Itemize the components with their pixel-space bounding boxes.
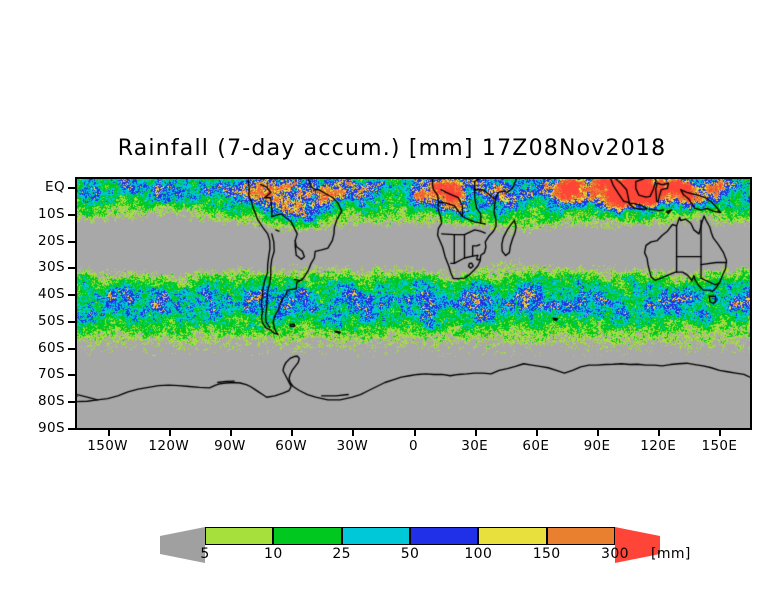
colorbar-swatch	[205, 527, 274, 545]
colorbar-tick-label: 10	[264, 546, 283, 562]
x-axis-label: 60E	[522, 438, 550, 454]
x-axis-tick	[352, 429, 355, 436]
y-axis-label: 20S	[38, 232, 65, 249]
colorbar-swatch	[273, 527, 342, 545]
colorbar-tick-label: 300	[601, 546, 629, 562]
colorbar-arrow-low	[160, 527, 205, 563]
colorbar-arrow-high	[615, 527, 660, 563]
y-axis-tick	[68, 374, 75, 377]
x-axis-label: 150E	[701, 438, 738, 454]
colorbar-swatch	[478, 527, 547, 545]
y-axis-tick	[68, 320, 75, 323]
colorbar-tick-label: 50	[400, 546, 420, 562]
y-axis-label: 80S	[38, 393, 65, 410]
colorbar-unit-label: [mm]	[651, 546, 691, 562]
colorbar-swatch	[410, 527, 479, 545]
x-axis-label: 30E	[461, 438, 489, 454]
y-axis-label: EQ	[45, 179, 65, 196]
x-axis-label: 150W	[87, 438, 128, 454]
y-axis-tick	[68, 294, 75, 297]
page-title: Rainfall (7-day accum.) [mm] 17Z08Nov201…	[117, 136, 667, 161]
y-axis-tick	[68, 428, 75, 430]
x-axis-label: 0	[409, 438, 418, 454]
x-axis-label: 60W	[275, 438, 307, 454]
y-axis-tick	[68, 213, 75, 216]
x-axis-label: 120W	[148, 438, 190, 454]
colorbar-swatch	[546, 527, 615, 545]
y-axis-label: 60S	[38, 339, 65, 356]
y-axis-tick	[68, 187, 75, 190]
y-axis-label: 10S	[38, 205, 65, 222]
y-axis-tick	[68, 267, 75, 270]
colorbar-tick-label: 5	[200, 546, 210, 562]
x-axis-label: 90W	[214, 438, 246, 454]
map-plot-area[interactable]	[75, 177, 752, 430]
rainfall-heatmap-canvas	[77, 179, 750, 428]
y-axis-tick	[68, 401, 75, 404]
x-axis-tick	[168, 429, 171, 436]
colorbar-tick-label: 150	[532, 546, 561, 562]
x-axis-tick	[719, 429, 722, 436]
colorbar[interactable]	[160, 527, 660, 563]
x-axis-label: 120E	[640, 438, 677, 454]
x-axis-label: 30W	[336, 438, 369, 454]
x-axis-tick	[229, 429, 232, 436]
x-axis-tick	[597, 429, 600, 436]
y-axis-label: 50S	[38, 312, 65, 329]
y-axis-label: 90S	[38, 420, 65, 436]
y-axis-tick	[68, 240, 75, 243]
x-axis-tick	[291, 429, 294, 436]
y-axis-tick	[68, 347, 75, 350]
x-axis-label: 90E	[583, 438, 611, 454]
y-axis-label: 30S	[38, 259, 65, 276]
x-axis-tick	[413, 429, 416, 436]
x-axis-tick	[107, 429, 110, 436]
colorbar-tick-label: 25	[332, 546, 351, 562]
x-axis-tick	[474, 429, 477, 436]
colorbar-swatch	[341, 527, 410, 545]
x-axis-tick	[658, 429, 661, 436]
y-axis-label: 40S	[38, 286, 65, 303]
y-axis-label: 70S	[38, 366, 65, 383]
x-axis-tick	[535, 429, 538, 436]
colorbar-tick-label: 100	[464, 546, 493, 562]
